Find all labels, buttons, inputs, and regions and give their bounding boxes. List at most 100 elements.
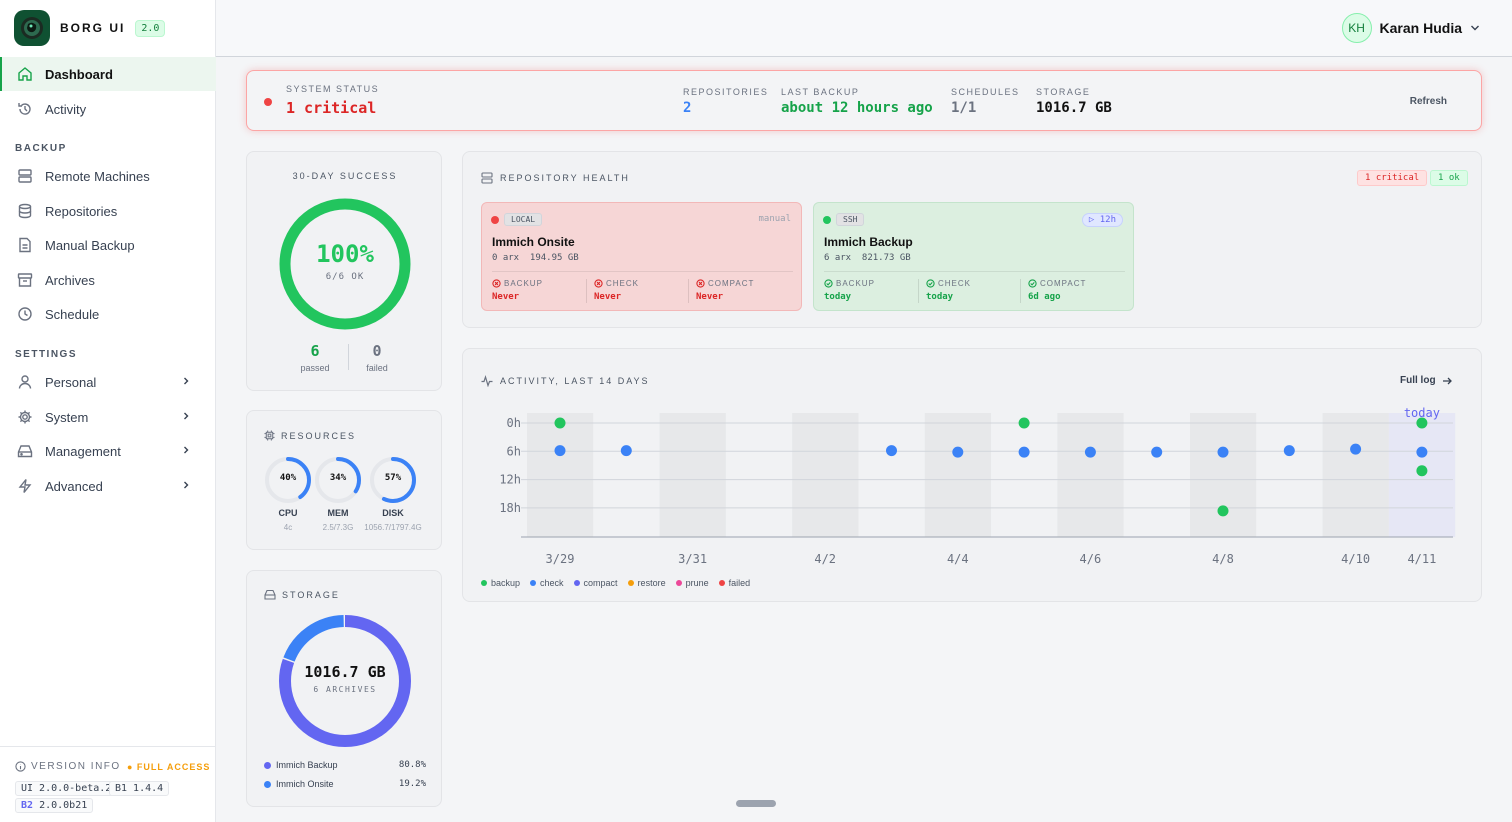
day-band (991, 413, 1058, 537)
passed-count: 6 (310, 342, 320, 360)
storage-legend-item: Immich Backup 80.8% (264, 759, 426, 773)
day-band (1123, 413, 1190, 537)
stat-divider (918, 279, 919, 303)
x-circle-icon (696, 279, 705, 288)
backup-point[interactable] (1416, 417, 1428, 429)
b2-version-chip: B2 2.0.0b21 (15, 798, 94, 813)
brand-name: BORG UI (60, 21, 126, 35)
check-point[interactable] (620, 445, 632, 457)
legend-item-restore: restore (627, 578, 666, 588)
sidebar-item-manual-backup[interactable]: Manual Backup (0, 228, 216, 262)
legend-dot (573, 580, 580, 586)
sidebar-item-dashboard[interactable]: Dashboard (0, 57, 216, 91)
legend-percent: 80.8% (398, 760, 426, 770)
success-ring (279, 198, 411, 330)
sidebar-item-activity[interactable]: Activity (0, 92, 216, 126)
clock-icon (18, 307, 32, 321)
schedules-value: 1/1 (951, 100, 977, 116)
failed-label: failed (366, 363, 388, 373)
repo-stat-check: CHECK (594, 279, 639, 288)
check-point[interactable] (1350, 443, 1362, 455)
full-log-link[interactable]: Full log (1400, 375, 1452, 386)
y-tick-label: 0h (507, 416, 521, 430)
check-point[interactable] (1416, 446, 1428, 458)
legend-dot (627, 580, 634, 586)
user-menu[interactable]: KH Karan Hudia (1341, 13, 1480, 43)
repo-meta: 0 arx 194.95 GB (492, 253, 579, 263)
sidebar-item-repositories[interactable]: Repositories (0, 194, 216, 228)
sidebar-item-remote-machines[interactable]: Remote Machines (0, 159, 216, 193)
gauge-ring (315, 457, 361, 503)
access-badge: ● FULL ACCESS (127, 762, 211, 772)
scroll-handle[interactable] (736, 800, 776, 807)
version-info-label: VERSION INFO (31, 761, 121, 772)
storage-sub: 6 ARCHIVES (313, 685, 377, 694)
ui-version-chip: UI 2.0.0-beta.2 (15, 781, 118, 796)
repo-stat-check: CHECK (926, 279, 971, 288)
check-point[interactable] (1151, 446, 1163, 458)
activity-pulse-icon (481, 375, 493, 387)
backup-point[interactable] (1416, 465, 1428, 477)
repo-card-immich-onsite[interactable]: LOCAL manual Immich Onsite 0 arx 194.95 GB B… (481, 202, 802, 311)
sidebar-item-system[interactable]: System (0, 400, 216, 434)
chevron-right-icon (184, 412, 189, 420)
hard-drive-icon (264, 589, 276, 600)
check-circle-icon (926, 279, 935, 288)
repo-stat-backup: BACKUP (824, 279, 875, 288)
gauge-sub: 1056.7/1797.4G (364, 523, 422, 532)
repository-health-title: REPOSITORY HEALTH (500, 173, 630, 183)
gauge-label: CPU (278, 508, 298, 518)
storage-value: 1016.7 GB (1036, 100, 1112, 116)
hard-drive-icon (17, 445, 33, 458)
stat-label: BACKUP (504, 279, 543, 288)
storage-donut (279, 615, 411, 747)
refresh-button[interactable]: Refresh (1409, 96, 1447, 107)
check-point[interactable] (1217, 446, 1229, 458)
backup-point[interactable] (1217, 505, 1229, 517)
sidebar-item-archives[interactable]: Archives (0, 263, 216, 297)
backup-point[interactable] (554, 417, 566, 429)
activity-title: ACTIVITY, LAST 14 DAYS (500, 376, 650, 386)
check-point[interactable] (886, 445, 897, 457)
version-info: VERSION INFO ● FULL ACCESS UI 2.0.0-beta… (0, 746, 216, 822)
server-icon (18, 169, 32, 183)
backup-point[interactable] (1018, 417, 1030, 429)
check-point[interactable] (952, 446, 964, 458)
sidebar-item-schedule[interactable]: Schedule (0, 297, 216, 331)
day-band (593, 413, 660, 537)
day-band (1322, 413, 1389, 537)
legend-dot (530, 580, 537, 586)
check-point[interactable] (554, 445, 566, 457)
repo-stat-compact: COMPACT (696, 279, 754, 288)
repo-card-immich-backup[interactable]: SSH ▷ 12h Immich Backup 6 arx 821.73 GB BACK… (813, 202, 1134, 311)
brand[interactable]: BORG UI 2.0 (14, 10, 166, 46)
nav-section-backup: BACKUP (15, 143, 67, 154)
repo-stat-backup: BACKUP (492, 279, 543, 288)
stat-value: Never (492, 292, 520, 302)
gauge-value: 34% (329, 473, 347, 483)
system-status-value: 1 critical (286, 99, 377, 117)
gauge-arc (265, 457, 311, 503)
passed-label: passed (300, 363, 330, 373)
stat-value: today (824, 292, 852, 302)
check-point[interactable] (1084, 446, 1096, 458)
sidebar-item-label: Personal (45, 374, 97, 390)
storage-card: STORAGE 1016.7 GB 6 ARCHIVES Immich Back… (246, 570, 442, 807)
sidebar-item-management[interactable]: Management (0, 434, 216, 468)
critical-badge: 1 critical (1357, 170, 1428, 186)
check-point[interactable] (1283, 445, 1295, 457)
sidebar-item-advanced[interactable]: Advanced (0, 469, 216, 503)
check-point[interactable] (1018, 446, 1030, 458)
legend-label: failed (728, 578, 751, 588)
stat-value: Never (594, 292, 622, 302)
repository-health-card: REPOSITORY HEALTH 1 critical 1 ok LOCAL m… (462, 151, 1482, 328)
sidebar-item-personal[interactable]: Personal (0, 365, 216, 399)
archive-icon (17, 273, 33, 287)
legend-label: backup (491, 578, 521, 588)
divider (348, 344, 349, 370)
stat-divider (1020, 279, 1021, 303)
gear-icon (18, 410, 32, 424)
stat-value: Never (696, 292, 724, 302)
sidebar-item-label: System (45, 409, 89, 425)
info-icon (15, 761, 26, 772)
